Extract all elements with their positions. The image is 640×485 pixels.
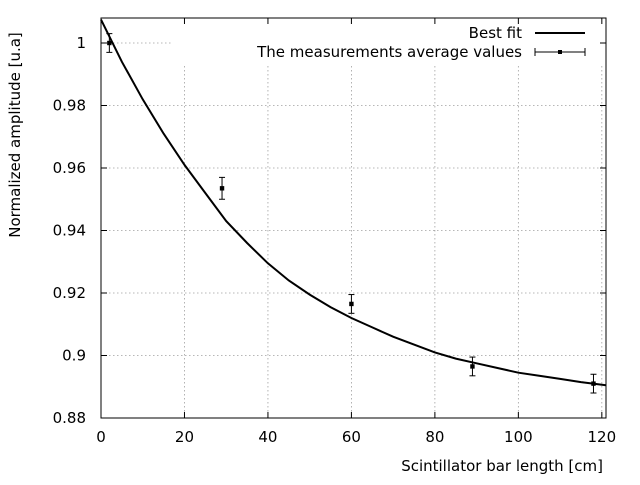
x-axis-label: Scintillator bar length [cm] xyxy=(401,457,603,475)
legend-mask xyxy=(172,17,606,65)
data-point xyxy=(470,364,475,369)
grid xyxy=(101,18,606,418)
x-tick-label: 0 xyxy=(96,428,106,446)
fit-curve-layer xyxy=(100,19,607,387)
plot-frame xyxy=(100,17,607,419)
x-tick-label: 40 xyxy=(258,428,277,446)
legend-swatch-measurements xyxy=(534,48,586,56)
y-tick-label: 0.92 xyxy=(53,284,86,302)
best-fit-line xyxy=(100,19,607,387)
x-tick-label: 120 xyxy=(588,428,617,446)
x-tick-label: 100 xyxy=(504,428,533,446)
y-axis-label: Normalized amplitude [u.a] xyxy=(6,32,24,238)
data-point xyxy=(219,186,225,191)
data-point xyxy=(349,301,354,307)
y-tick-label: 0.88 xyxy=(53,409,86,427)
y-tick-label: 0.94 xyxy=(53,222,86,240)
y-tick-label: 0.96 xyxy=(53,159,86,177)
x-tick-label: 80 xyxy=(425,428,444,446)
data-point xyxy=(107,40,112,46)
legend: Best fit The measurements average values xyxy=(256,24,586,61)
y-tick-label: 1 xyxy=(76,34,86,52)
legend-label-fit: Best fit xyxy=(469,24,522,42)
x-tick-label: 20 xyxy=(175,428,194,446)
y-tick-label: 0.98 xyxy=(53,97,86,115)
tick-labels: 0 20 40 60 80 100 120 0.88 0.9 0.92 0.94 0.96 0.98 1 xyxy=(53,34,617,446)
y-tick-label: 0.9 xyxy=(62,347,86,365)
x-tick-label: 60 xyxy=(342,428,361,446)
legend-label-measurements: The measurements average values xyxy=(256,43,522,61)
data-points-layer xyxy=(106,33,597,394)
axes xyxy=(100,17,607,419)
data-point xyxy=(591,381,596,386)
